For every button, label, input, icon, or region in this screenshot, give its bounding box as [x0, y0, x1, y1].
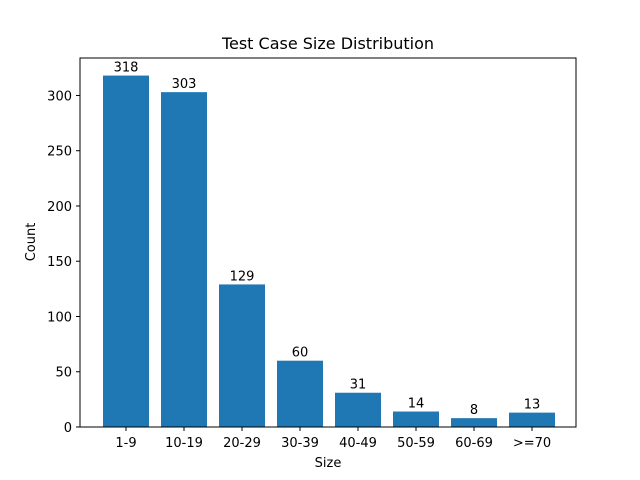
data-labels-group: 318 303 129 60 31 14 8 13 — [114, 61, 541, 419]
bar->=70 — [509, 412, 555, 427]
x-tick-label: 30-39 — [281, 436, 319, 451]
y-tick-label: 250 — [47, 145, 72, 160]
x-tick-label: 1-9 — [115, 436, 136, 451]
x-axis-ticks: 1-9 10-19 20-29 30-39 40-49 50-59 60-69 >=70 — [115, 427, 551, 451]
bars-group — [103, 75, 555, 428]
chart-title: Test Case Size Distribution — [221, 34, 434, 53]
bar-10-19 — [161, 92, 207, 427]
y-tick-label: 50 — [55, 366, 72, 381]
y-tick-label: 300 — [47, 89, 72, 104]
x-tick-label: >=70 — [513, 436, 551, 451]
bar-1-9 — [103, 75, 149, 428]
bar-60-69 — [451, 418, 497, 427]
y-tick-label: 0 — [64, 421, 72, 436]
data-label-1-9: 318 — [114, 61, 139, 76]
data-label-10-19: 303 — [172, 77, 197, 92]
x-tick-label: 50-59 — [397, 436, 435, 451]
bar-20-29 — [219, 284, 265, 427]
y-axis-label: Count — [24, 223, 39, 262]
x-tick-label: 10-19 — [165, 436, 203, 451]
data-label-20-29: 129 — [230, 269, 255, 284]
y-tick-label: 100 — [47, 310, 72, 325]
x-tick-label: 20-29 — [223, 436, 261, 451]
bar-40-49 — [335, 392, 381, 427]
x-tick-label: 40-49 — [339, 436, 377, 451]
y-tick-label: 150 — [47, 255, 72, 270]
data-label-60-69: 8 — [470, 403, 478, 418]
data-label->=70: 13 — [524, 398, 541, 413]
x-tick-label: 60-69 — [455, 436, 493, 451]
data-label-30-39: 60 — [292, 346, 309, 361]
plot-frame — [79, 57, 577, 428]
y-tick-label: 200 — [47, 200, 72, 215]
y-axis-ticks: 0 50 100 150 200 250 300 — [47, 89, 80, 436]
data-label-40-49: 31 — [350, 378, 367, 393]
data-label-50-59: 14 — [408, 397, 425, 412]
x-axis-label: Size — [315, 456, 342, 471]
bar-50-59 — [393, 411, 439, 427]
bar-30-39 — [277, 360, 323, 427]
